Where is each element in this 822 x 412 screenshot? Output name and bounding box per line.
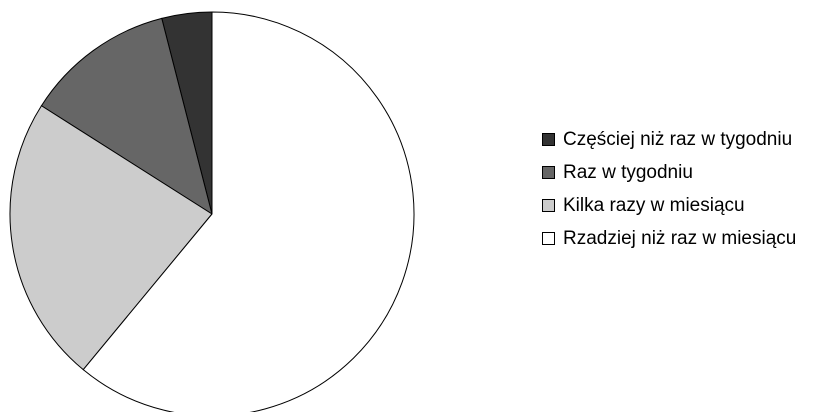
legend: Częściej niż raz w tygodniu Raz w tygodni… <box>542 128 813 260</box>
legend-item: Raz w tygodniu <box>542 161 813 185</box>
legend-swatch <box>542 133 555 146</box>
legend-item: Kilka razy w miesiącu <box>542 194 813 218</box>
legend-label: Raz w tygodniu <box>563 162 693 183</box>
legend-swatch <box>542 199 555 212</box>
pie-slice <box>40 17 213 216</box>
legend-item: Rzadziej niż raz w miesiącu <box>542 227 813 251</box>
legend-swatch <box>542 232 555 245</box>
legend-label: Rzadziej niż raz w miesiącu <box>563 228 797 249</box>
pie-slice <box>9 105 213 371</box>
legend-label: Kilka razy w miesiącu <box>563 195 745 216</box>
legend-item: Częściej niż raz w tygodniu <box>542 128 813 152</box>
legend-label: Częściej niż raz w tygodniu <box>563 129 793 150</box>
legend-swatch <box>542 166 555 179</box>
pie-slice <box>82 11 415 412</box>
